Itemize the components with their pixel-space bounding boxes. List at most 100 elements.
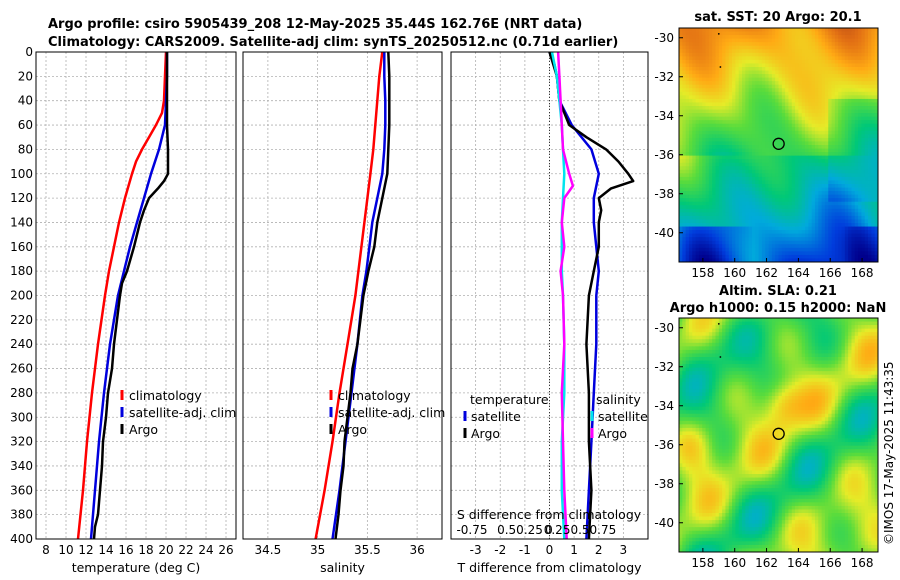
map-cell (688, 328, 693, 333)
map-cell (788, 187, 793, 192)
map-cell (688, 237, 693, 242)
map-cell (828, 251, 832, 256)
map-cell (788, 95, 793, 100)
map-cell (795, 353, 799, 358)
map-cell (861, 123, 866, 128)
map-cell (732, 42, 736, 47)
map-cell (775, 169, 779, 174)
map-cell (748, 184, 753, 188)
map-cell (748, 38, 753, 43)
map-cell (858, 84, 862, 89)
map-cell (798, 180, 803, 185)
map-cell (861, 74, 866, 79)
map-cell (728, 145, 733, 149)
map-cell (854, 251, 859, 256)
map-cell (805, 169, 809, 174)
map-cell (831, 42, 836, 47)
map-cell (765, 328, 769, 333)
map-cell (712, 184, 716, 188)
map-cell (788, 357, 793, 361)
map-cell (748, 130, 753, 135)
map-cell (805, 77, 809, 82)
map-cell (838, 155, 842, 160)
map-cell (808, 240, 813, 245)
map-cell (755, 240, 759, 245)
map-cell (818, 84, 823, 89)
map-cell (841, 247, 846, 252)
map-cell (844, 357, 849, 361)
map-cell (795, 194, 799, 199)
map-cell (738, 145, 743, 149)
map-cell (761, 123, 766, 128)
map-cell (751, 31, 756, 36)
map-cell (688, 67, 693, 71)
map-cell (818, 31, 823, 36)
map-cell (811, 91, 816, 96)
map-cell (692, 45, 696, 50)
map-cell (695, 145, 700, 149)
map-cell (725, 332, 730, 337)
map-cell (834, 219, 839, 224)
map-cell (788, 42, 793, 47)
map-cell (738, 233, 743, 238)
map-cell (725, 198, 730, 203)
map-cell (771, 208, 776, 213)
map-cell (722, 81, 726, 86)
map-cell (688, 35, 693, 40)
map-cell (751, 346, 756, 351)
map-cell (851, 364, 856, 369)
map-cell (778, 258, 783, 263)
map-cell (745, 84, 750, 89)
map-cell (795, 212, 799, 217)
map-cell (682, 184, 687, 188)
map-cell (758, 346, 763, 351)
map-cell (732, 215, 736, 220)
map-cell (828, 56, 832, 61)
map-cell (748, 95, 753, 100)
map-cell (725, 184, 730, 188)
map-cell (728, 205, 733, 210)
map-cell (768, 342, 773, 347)
map-cell (745, 141, 750, 146)
map-cell (755, 244, 759, 249)
map-cell (861, 187, 866, 192)
map-cell (758, 84, 763, 89)
map-cell (728, 258, 733, 263)
map-cell (848, 332, 852, 337)
map-cell (758, 191, 763, 196)
map-cell (698, 98, 703, 103)
map-cell (735, 38, 740, 43)
map-cell (695, 187, 700, 192)
map-cell (811, 205, 816, 210)
map-cell (841, 120, 846, 125)
map-cell (858, 194, 862, 199)
map-cell (705, 88, 710, 93)
map-cell (748, 198, 753, 203)
map-cell (798, 141, 803, 146)
map-cell (771, 155, 776, 160)
map-cell (798, 169, 803, 174)
map-cell (874, 45, 879, 50)
map-cell (858, 106, 862, 110)
map-cell (868, 205, 872, 210)
map-cell (858, 169, 862, 174)
map-cell (834, 109, 839, 114)
map-cell (785, 201, 789, 206)
map-cell (728, 339, 733, 344)
map-cell (761, 148, 766, 153)
map-cell (768, 98, 773, 103)
map-cell (828, 67, 832, 71)
map-cell (828, 240, 832, 245)
map-cell (785, 127, 789, 132)
map-cell (858, 28, 862, 32)
map-cell (805, 109, 809, 114)
map-cell (871, 321, 876, 326)
map-cell (685, 145, 690, 149)
map-cell (682, 194, 687, 199)
map-cell (868, 52, 872, 57)
map-cell (775, 208, 779, 213)
map-cell (854, 162, 859, 167)
map-cell (821, 113, 826, 118)
map-cell (755, 219, 759, 224)
map-cell (828, 141, 832, 146)
